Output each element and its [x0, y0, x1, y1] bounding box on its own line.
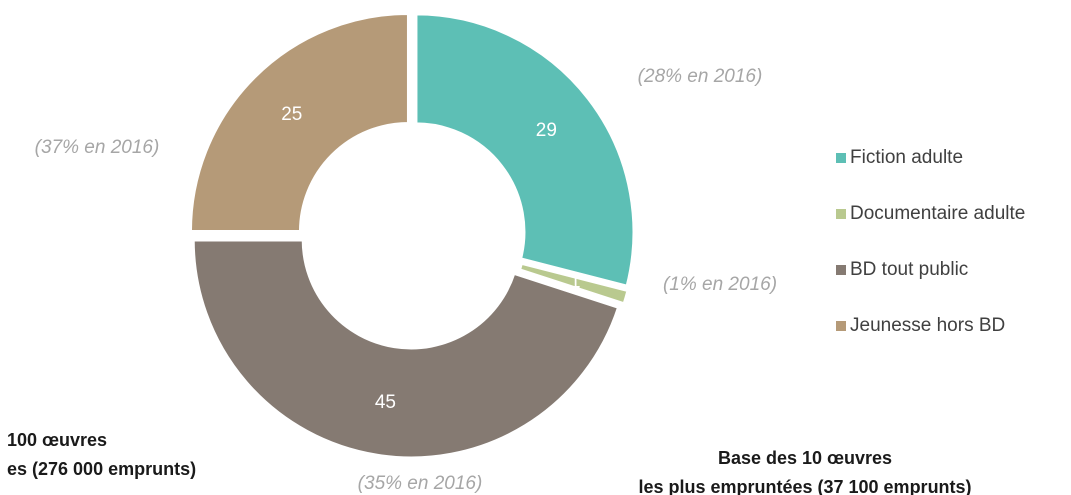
legend-swatch — [836, 153, 846, 163]
annotation: (37% en 2016) — [35, 137, 160, 158]
footnote: es (276 000 emprunts) — [7, 459, 196, 479]
donut-slice — [191, 238, 621, 460]
legend-swatch — [836, 265, 846, 275]
legend-label: Jeunesse hors BD — [850, 315, 1005, 336]
value-label: 45 — [375, 392, 396, 413]
footnote: Base des 10 œuvres — [718, 448, 892, 468]
annotation: (28% en 2016) — [638, 66, 763, 87]
legend-label: Documentaire adulte — [850, 203, 1025, 224]
footnote: 100 œuvres — [7, 430, 107, 450]
legend-label: Fiction adulte — [850, 147, 963, 168]
annotation: (35% en 2016) — [358, 473, 483, 494]
legend-swatch — [836, 209, 846, 219]
annotation: (1% en 2016) — [663, 274, 777, 295]
donut-slice — [517, 261, 630, 306]
value-label: 1 — [570, 271, 581, 292]
donut-slice — [188, 11, 410, 233]
legend-label: BD tout public — [850, 259, 968, 280]
legend-swatch — [836, 321, 846, 331]
value-label: 25 — [281, 104, 302, 125]
value-label: 29 — [536, 120, 557, 141]
donut-slice — [414, 12, 636, 288]
footnote: les plus empruntées (37 100 emprunts) — [638, 477, 971, 495]
